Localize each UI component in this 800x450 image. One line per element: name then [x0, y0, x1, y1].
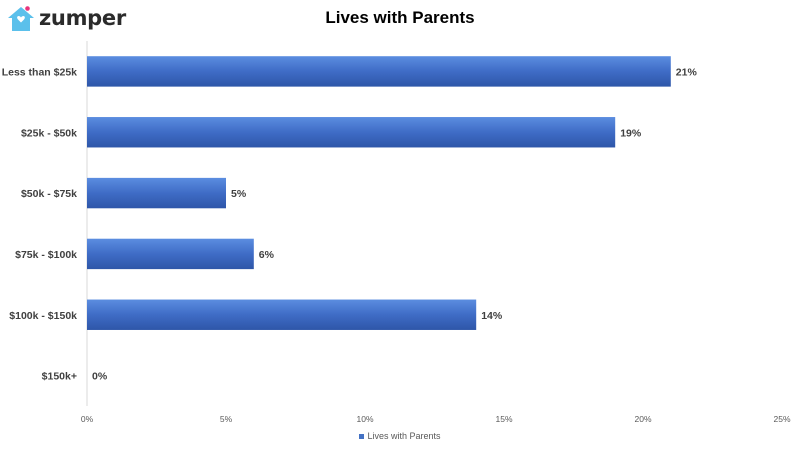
- data-label: 21%: [676, 66, 698, 78]
- zumper-logo: zumper: [6, 3, 126, 33]
- logo-wordmark: zumper: [39, 6, 126, 30]
- category-label: $50k - $75k: [21, 188, 77, 200]
- category-label: Less than $25k: [2, 66, 77, 78]
- x-tick-label: 25%: [773, 414, 790, 424]
- chart-legend: Lives with Parents: [0, 431, 800, 441]
- bar: [87, 177, 226, 209]
- house-heart-icon: [8, 6, 34, 31]
- data-label: 5%: [231, 188, 247, 200]
- category-label: $150k+: [42, 371, 77, 383]
- chart-title: Lives with Parents: [325, 8, 475, 27]
- data-label: 6%: [259, 249, 275, 261]
- legend-swatch: [359, 434, 365, 440]
- data-label: 0%: [92, 371, 108, 383]
- data-label: 19%: [620, 127, 642, 139]
- legend-label: Lives with Parents: [367, 431, 441, 441]
- category-label: $25k - $50k: [21, 127, 77, 139]
- category-label: $100k - $150k: [9, 310, 77, 322]
- data-label: 14%: [481, 310, 503, 322]
- x-tick-label: 10%: [356, 414, 373, 424]
- x-tick-label: 20%: [634, 414, 651, 424]
- bar: [87, 117, 616, 148]
- bar: [87, 238, 254, 270]
- category-label: $75k - $100k: [15, 249, 77, 261]
- x-tick-label: 0%: [81, 414, 94, 424]
- bar: [87, 299, 477, 330]
- x-tick-label: 15%: [495, 414, 512, 424]
- x-tick-label: 5%: [220, 414, 233, 424]
- bar: [87, 56, 671, 87]
